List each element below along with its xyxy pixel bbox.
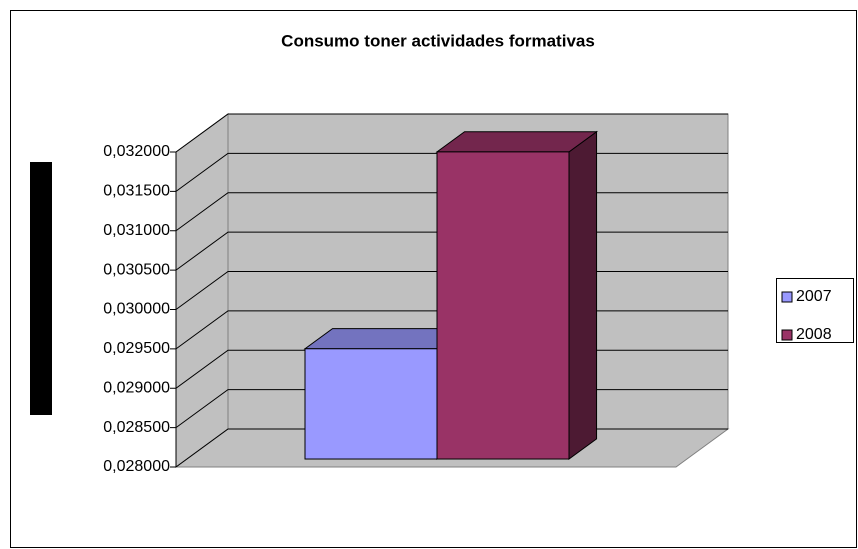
legend-swatch [781,291,793,303]
legend-label: 2007 [796,288,832,305]
y-tick-label: 0,029500 [103,340,170,357]
legend-label: 2008 [796,326,832,343]
y-tick-label: 0,030500 [103,261,170,278]
y-tick-label: 0,030000 [103,301,170,318]
bar [304,348,438,460]
y-tick-label: 0,031000 [103,222,170,239]
chart-title: Consumo toner actividades formativas [281,31,595,50]
bar-side [568,130,598,461]
y-tick-label: 0,028500 [103,419,170,436]
y-tick-label: 0,028000 [103,458,170,475]
y-tick-label: 0,031500 [103,183,170,200]
y-tick-label: 0,032000 [103,143,170,160]
bar-top [435,131,599,153]
legend-swatch [781,329,793,341]
grid-line [175,113,728,153]
y-tick-label: 0,029000 [103,379,170,396]
axis-title-box [30,162,52,415]
bar [436,151,570,460]
